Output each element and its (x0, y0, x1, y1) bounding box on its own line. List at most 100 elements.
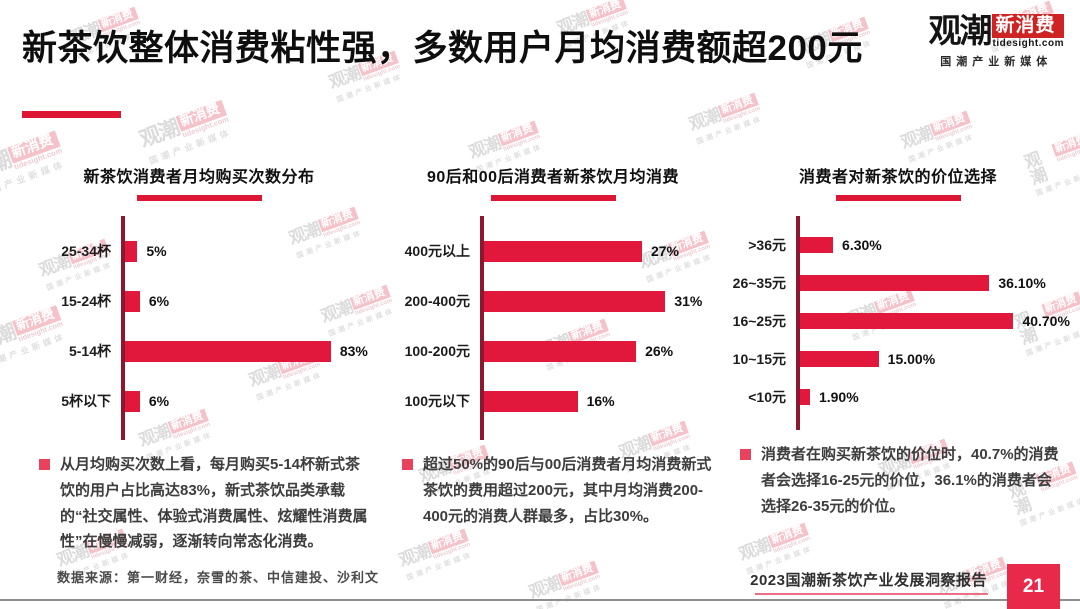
watermark-brand-black: 观潮 (898, 123, 935, 153)
bar (800, 275, 990, 291)
bar-track: 26% (484, 340, 718, 362)
value-label: 31% (674, 293, 703, 309)
watermark-brand-black: 观潮 (736, 535, 773, 565)
bar-track: 40.70% (800, 313, 1070, 329)
watermark-brand-red: 新消费 (427, 528, 469, 555)
bar-track: 1.90% (800, 389, 1036, 405)
value-label: 27% (650, 243, 679, 259)
chart-title: 消费者对新茶饮的价位选择 (798, 169, 997, 186)
chart-title: 90后和00后消费者新茶饮月均消费 (426, 169, 680, 186)
watermark-brand-red: 新消费 (497, 120, 539, 147)
watermark-domain: tidesight.com (502, 133, 542, 153)
value-label: 26% (645, 343, 674, 359)
category-label: >36元 (748, 237, 786, 253)
watermark-brand-red: 新消费 (767, 522, 809, 549)
watermark-brand-red: 新消费 (929, 110, 971, 137)
data-source-text: 数据来源：第一财经，奈雪的茶、中信建投、沙利文 (57, 570, 380, 585)
chart-bar-row: 200-400元 31% (388, 276, 718, 326)
brand-logo-red-column: 新消费 tidesight.com (992, 14, 1064, 50)
note-block: 超过50%的90后与00后消费者月均消费新式茶饮的费用超过200元，其中月均消费… (388, 452, 718, 529)
watermark-domain: tidesight.com (432, 541, 472, 561)
category-label: 10~15元 (732, 351, 786, 367)
bar (484, 390, 578, 412)
chart-bar-row: 100-200元 26% (388, 326, 718, 376)
bullet-square-icon (39, 459, 50, 470)
bar (125, 340, 331, 362)
report-title-underline (755, 593, 988, 595)
bar (800, 389, 810, 405)
chart-bar-row: 5-14杯 83% (25, 326, 373, 376)
brand-logo: 观潮 新消费 tidesight.com 国潮产业新媒体 (928, 14, 1064, 69)
bar-track: 16% (484, 390, 718, 412)
brand-logo-top: 观潮 新消费 tidesight.com (928, 14, 1064, 50)
bar (125, 240, 138, 262)
bar-chart: >36元 6.30% 26~35元 36.10% 16~25元 40.70% 10~15元 1… (726, 216, 1070, 430)
chart-title: 新茶饮消费者月均购买次数分布 (83, 169, 315, 186)
category-label: <10元 (748, 389, 786, 405)
category-label: 400元以上 (404, 243, 470, 259)
chart-column-price-preference: 消费者对新茶饮的价位选择 >36元 6.30% 26~35元 36.10% 16~25元… (726, 163, 1070, 519)
note-block: 从月均购买次数上看，每月购买5-14杯新式茶饮的用户占比高达83%，新式茶饮品类… (25, 452, 373, 555)
value-label: 40.70% (1022, 313, 1070, 329)
value-label: 6% (148, 393, 170, 409)
note-block: 消费者在购买新茶饮的价位时，40.7%的消费者会选择16-25元的价位，36.1… (726, 442, 1070, 519)
page-number-badge: 21 (1007, 564, 1060, 609)
watermark-brand-black: 观潮 (136, 115, 183, 152)
note-text: 超过50%的90后与00后消费者月均消费新式茶饮的费用超过200元，其中月均消费… (423, 456, 712, 525)
chart-column-monthly-spend: 90后和00后消费者新茶饮月均消费 400元以上 27% 200-400元 31% 10… (388, 163, 718, 529)
bar-track: 27% (484, 240, 718, 262)
value-label: 15.00% (887, 351, 936, 367)
bar-track: 36.10% (800, 275, 1046, 291)
watermark-tagline: 国潮产业新媒体 (148, 128, 234, 167)
watermark-tagline: 国潮产业新媒体 (695, 115, 765, 147)
chart-bar-row: 25-34杯 5% (25, 226, 373, 276)
bar (125, 390, 140, 412)
category-label: 100元以下 (404, 393, 470, 409)
watermark-domain: tidesight.com (934, 123, 974, 143)
brand-logo-domain: tidesight.com (992, 37, 1064, 49)
watermark-brand-red: 新消费 (717, 92, 759, 119)
value-label: 83% (339, 343, 368, 359)
value-label: 6% (148, 293, 170, 309)
bar (800, 237, 834, 253)
watermark-domain: tidesight.com (1056, 144, 1080, 164)
watermark-brand-red: 新消费 (1051, 131, 1080, 157)
value-label: 16% (586, 393, 615, 409)
category-label: 5-14杯 (68, 343, 111, 359)
bar (484, 240, 642, 262)
watermark-brand-black: 观潮 (466, 133, 503, 163)
watermark-domain: tidesight.com (181, 116, 231, 140)
watermark-brand-red: 新消费 (557, 560, 599, 587)
brand-logo-red-box: 新消费 (992, 14, 1064, 38)
chart-title-underline (136, 195, 262, 201)
chart-bar-row: 16~25元 40.70% (726, 302, 1070, 340)
bar-track: 6.30% (800, 237, 1036, 253)
bar (484, 290, 666, 312)
note-text: 从月均购买次数上看，每月购买5-14杯新式茶饮的用户占比高达83%，新式茶饮品类… (60, 456, 368, 551)
brand-logo-tagline: 国潮产业新媒体 (940, 55, 1053, 68)
bar-chart: 25-34杯 5% 15-24杯 6% 5-14杯 83% 5杯以下 6% (25, 216, 373, 440)
bar-track: 6% (125, 390, 373, 412)
chart-bar-row: 15-24杯 6% (25, 276, 373, 326)
report-title: 2023国潮新茶饮产业发展洞察报告 (750, 572, 987, 589)
watermark-tagline: 国潮产业新媒体 (907, 133, 977, 165)
footer-divider (0, 599, 1080, 601)
bar-track: 31% (484, 290, 718, 312)
bullet-square-icon (402, 459, 413, 470)
title-accent-bar (22, 111, 121, 118)
bar (800, 313, 1014, 329)
value-label: 36.10% (998, 275, 1046, 291)
chart-bar-row: 100元以下 16% (388, 376, 718, 426)
watermark-domain: tidesight.com (562, 573, 602, 593)
watermark-brand-red: 新消费 (585, 0, 627, 23)
page-title: 新茶饮整体消费粘性强，多数用户月均消费额超200元 (22, 29, 863, 68)
chart-bar-row: 5杯以下 6% (25, 376, 373, 426)
watermark-tagline: 国潮产业新媒体 (535, 583, 605, 609)
chart-bar-row: <10元 1.90% (726, 378, 1070, 416)
note-text: 消费者在购买新茶饮的价位时，40.7%的消费者会选择16-25元的价位，36.1… (761, 446, 1059, 515)
category-label: 25-34杯 (61, 243, 111, 259)
chart-bar-row: 10~15元 15.00% (726, 340, 1070, 378)
